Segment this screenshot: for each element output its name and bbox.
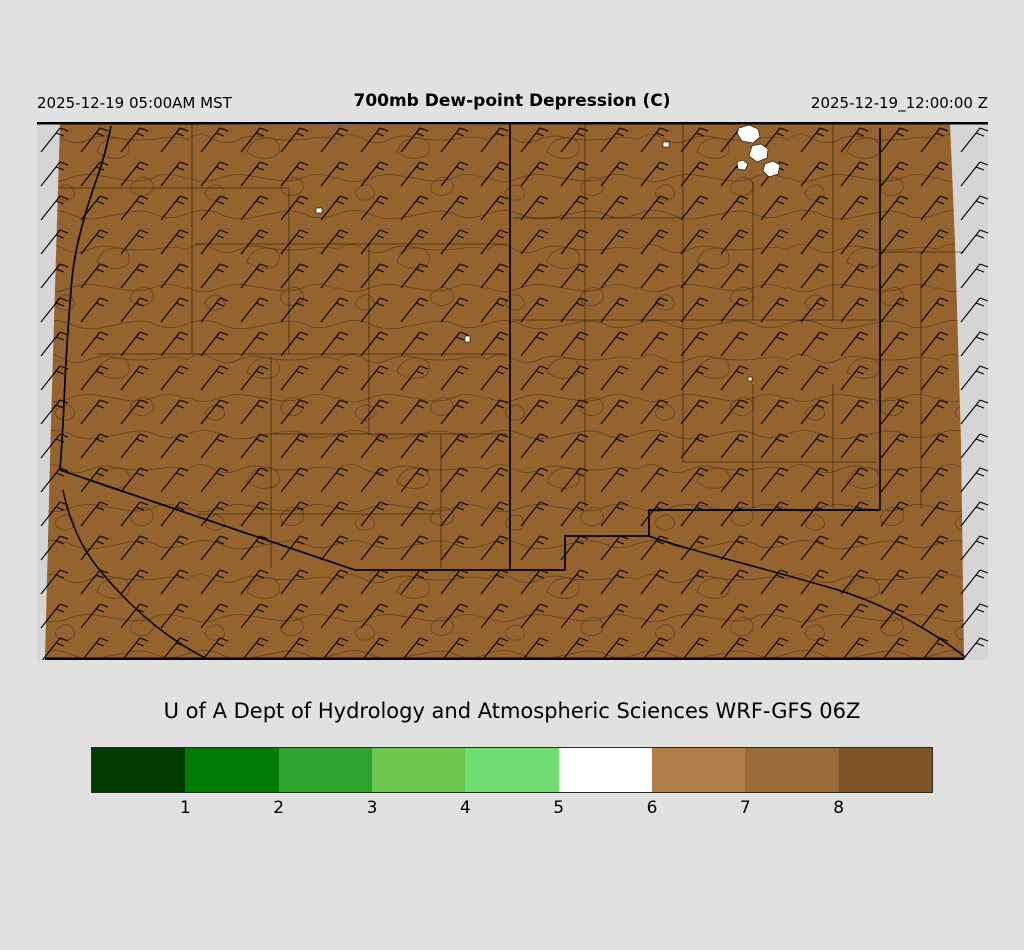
map-top-border [37,122,988,125]
colorbar-segment [838,748,932,792]
colorbar-tick-label: 4 [459,798,471,818]
weather-map [37,122,988,661]
valid-time-local: 2025-12-19 05:00AM MST [37,94,232,112]
colorbar-tick-label: 1 [179,798,191,818]
page-title: 700mb Dew-point Depression (C) [353,91,671,111]
colorbar-segment [371,748,466,792]
map-container [37,122,988,661]
colorbar-tick-label: 8 [833,798,845,818]
colorbar-segment [465,748,559,792]
colorbar-ticks: 1 2 3 4 5 6 7 8 [92,798,932,824]
colorbar-segment [651,748,746,792]
colorbar-tick-label: 5 [553,798,565,818]
map-bottom-border [45,657,964,660]
colorbar-segment [558,748,652,792]
colorbar-segments [91,747,933,793]
credit-line: U of A Dept of Hydrology and Atmospheric… [163,699,861,723]
wind-barbs [37,122,988,660]
state-borders [59,122,966,661]
moist-patches [315,124,781,382]
colorbar-segment [745,748,839,792]
colorbar-tick-label: 3 [366,798,378,818]
colorbar-segment [185,748,279,792]
colorbar-tick-label: 6 [646,798,658,818]
colorbar-tick-label: 2 [273,798,285,818]
colorbar-tick-label: 7 [739,798,751,818]
valid-time-utc: 2025-12-19_12:00:00 Z [810,94,988,112]
county-borders [60,122,964,568]
colorbar-segment [278,748,372,792]
colorbar-segment [92,748,186,792]
